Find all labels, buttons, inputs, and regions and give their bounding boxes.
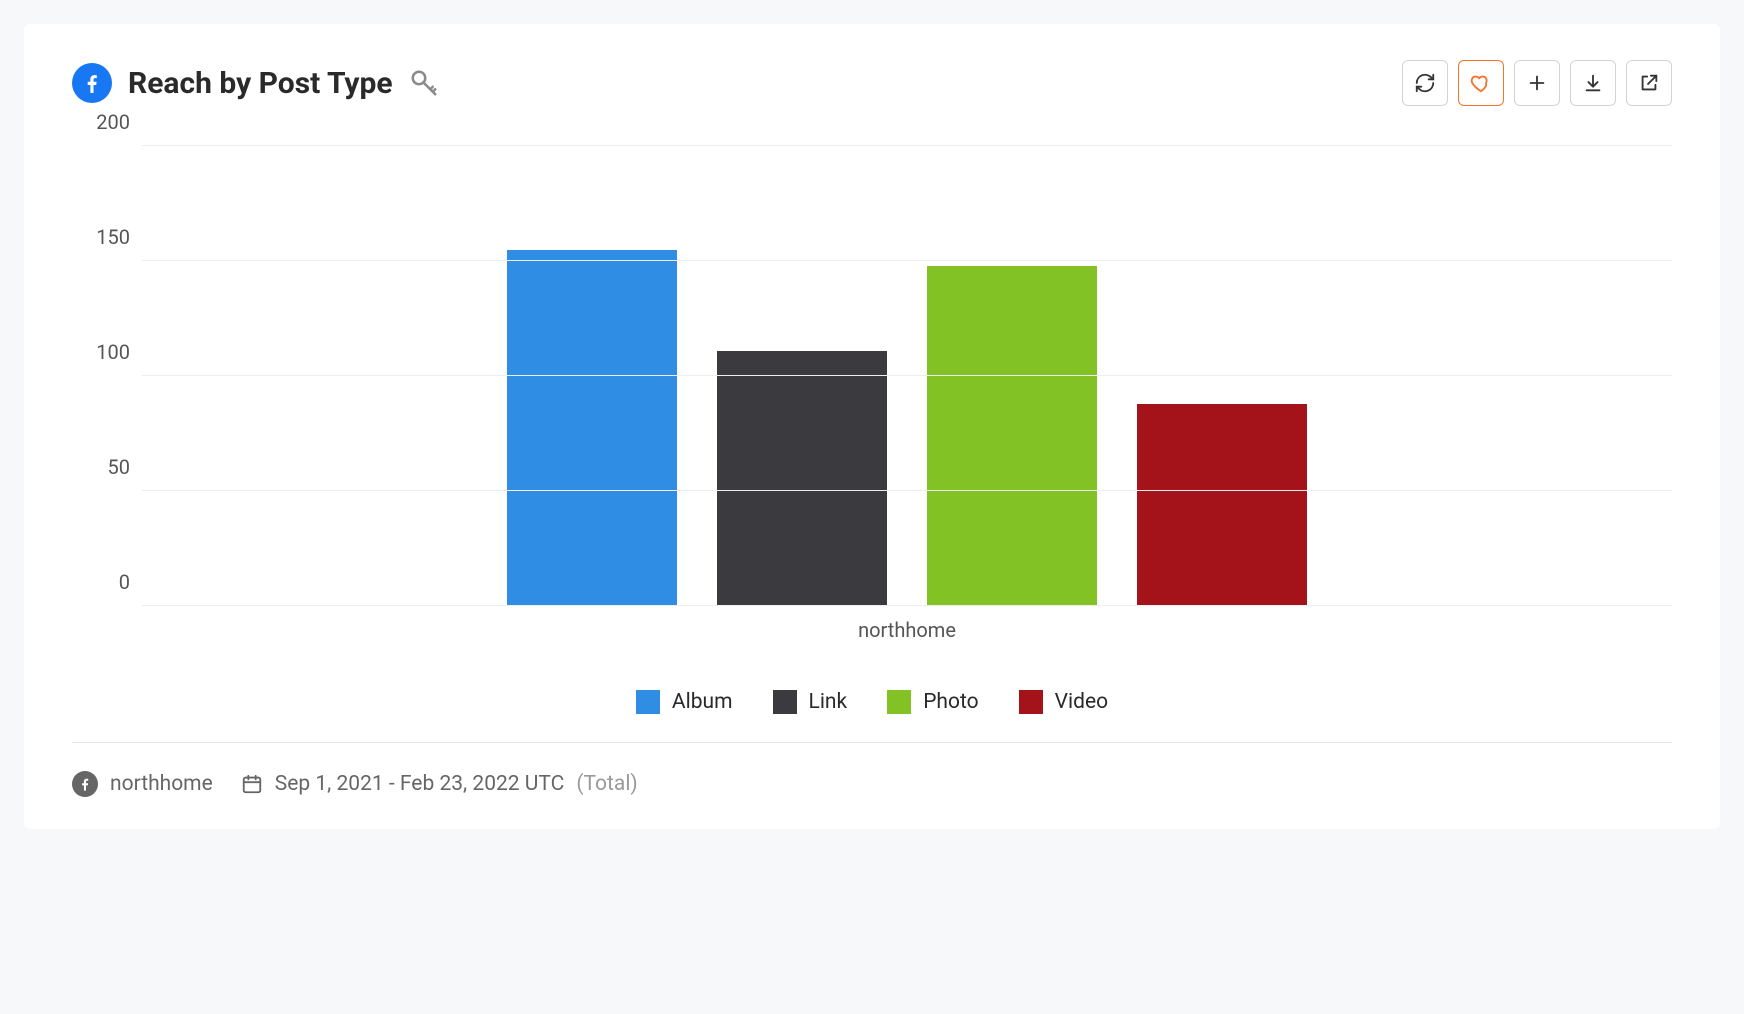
x-axis-group-label: northhome xyxy=(142,618,1672,642)
footer-aggregation: (Total) xyxy=(576,772,637,796)
gridline xyxy=(142,145,1672,146)
y-tick-label: 0 xyxy=(80,570,130,594)
legend-label: Photo xyxy=(923,690,978,714)
bar-video[interactable] xyxy=(1137,404,1307,606)
legend-item-link[interactable]: Link xyxy=(773,690,848,714)
y-tick-label: 50 xyxy=(80,455,130,479)
calendar-icon xyxy=(241,773,263,795)
plus-icon xyxy=(1526,72,1548,94)
card-title: Reach by Post Type xyxy=(128,66,393,101)
heart-icon xyxy=(1470,72,1492,94)
legend-label: Link xyxy=(809,690,848,714)
bars-container xyxy=(142,146,1672,606)
external-link-icon xyxy=(1638,72,1660,94)
card-footer: northhome Sep 1, 2021 - Feb 23, 2022 UTC… xyxy=(72,742,1672,829)
y-tick-label: 100 xyxy=(80,340,130,364)
plot: 050100150200 xyxy=(142,146,1672,606)
facebook-icon xyxy=(72,63,112,103)
legend-item-album[interactable]: Album xyxy=(636,690,733,714)
legend-item-video[interactable]: Video xyxy=(1019,690,1108,714)
download-button[interactable] xyxy=(1570,60,1616,106)
legend-swatch xyxy=(887,690,911,714)
legend: Album Link Photo Video xyxy=(72,690,1672,742)
bar-album[interactable] xyxy=(507,250,677,607)
footer-account: northhome xyxy=(72,771,213,797)
gridline xyxy=(142,260,1672,261)
toolbar xyxy=(1402,60,1672,106)
chart-card: Reach by Post Type xyxy=(24,24,1720,829)
y-tick-label: 200 xyxy=(80,110,130,134)
gridline xyxy=(142,490,1672,491)
legend-label: Video xyxy=(1055,690,1108,714)
open-external-button[interactable] xyxy=(1626,60,1672,106)
chart-area: 050100150200 northhome xyxy=(72,146,1672,662)
legend-item-photo[interactable]: Photo xyxy=(887,690,978,714)
gridline xyxy=(142,605,1672,606)
legend-swatch xyxy=(636,690,660,714)
key-icon xyxy=(409,68,439,98)
bar-link[interactable] xyxy=(717,351,887,606)
gridline xyxy=(142,375,1672,376)
legend-swatch xyxy=(773,690,797,714)
legend-swatch xyxy=(1019,690,1043,714)
favorite-button[interactable] xyxy=(1458,60,1504,106)
legend-label: Album xyxy=(672,690,733,714)
footer-account-name: northhome xyxy=(110,772,213,796)
card-header: Reach by Post Type xyxy=(72,60,1672,106)
refresh-button[interactable] xyxy=(1402,60,1448,106)
header-left: Reach by Post Type xyxy=(72,63,439,103)
bar-group xyxy=(507,250,1307,607)
footer-date-text: Sep 1, 2021 - Feb 23, 2022 UTC xyxy=(275,772,565,796)
add-button[interactable] xyxy=(1514,60,1560,106)
download-icon xyxy=(1582,72,1604,94)
refresh-icon xyxy=(1414,72,1436,94)
y-tick-label: 150 xyxy=(80,225,130,249)
facebook-icon-small xyxy=(72,771,98,797)
bar-photo[interactable] xyxy=(927,266,1097,606)
footer-date-range: Sep 1, 2021 - Feb 23, 2022 UTC (Total) xyxy=(241,772,638,796)
